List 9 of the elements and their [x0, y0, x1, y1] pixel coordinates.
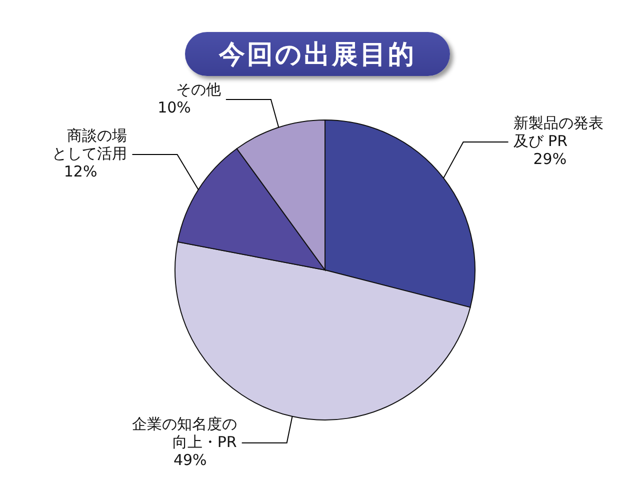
- chart-title: 今回の出展目的: [185, 32, 450, 76]
- slice-label: その他: [176, 80, 221, 98]
- slice-label: 企業の知名度の向上・PR: [132, 414, 237, 451]
- data-label: 49%: [173, 450, 207, 469]
- slice-label: 商談の場として活用: [52, 126, 128, 162]
- data-label: 12%: [64, 162, 98, 180]
- slice-label: 新製品の発表及び PR: [513, 114, 604, 150]
- data-label: 29%: [533, 150, 567, 168]
- data-label: 10%: [158, 98, 191, 116]
